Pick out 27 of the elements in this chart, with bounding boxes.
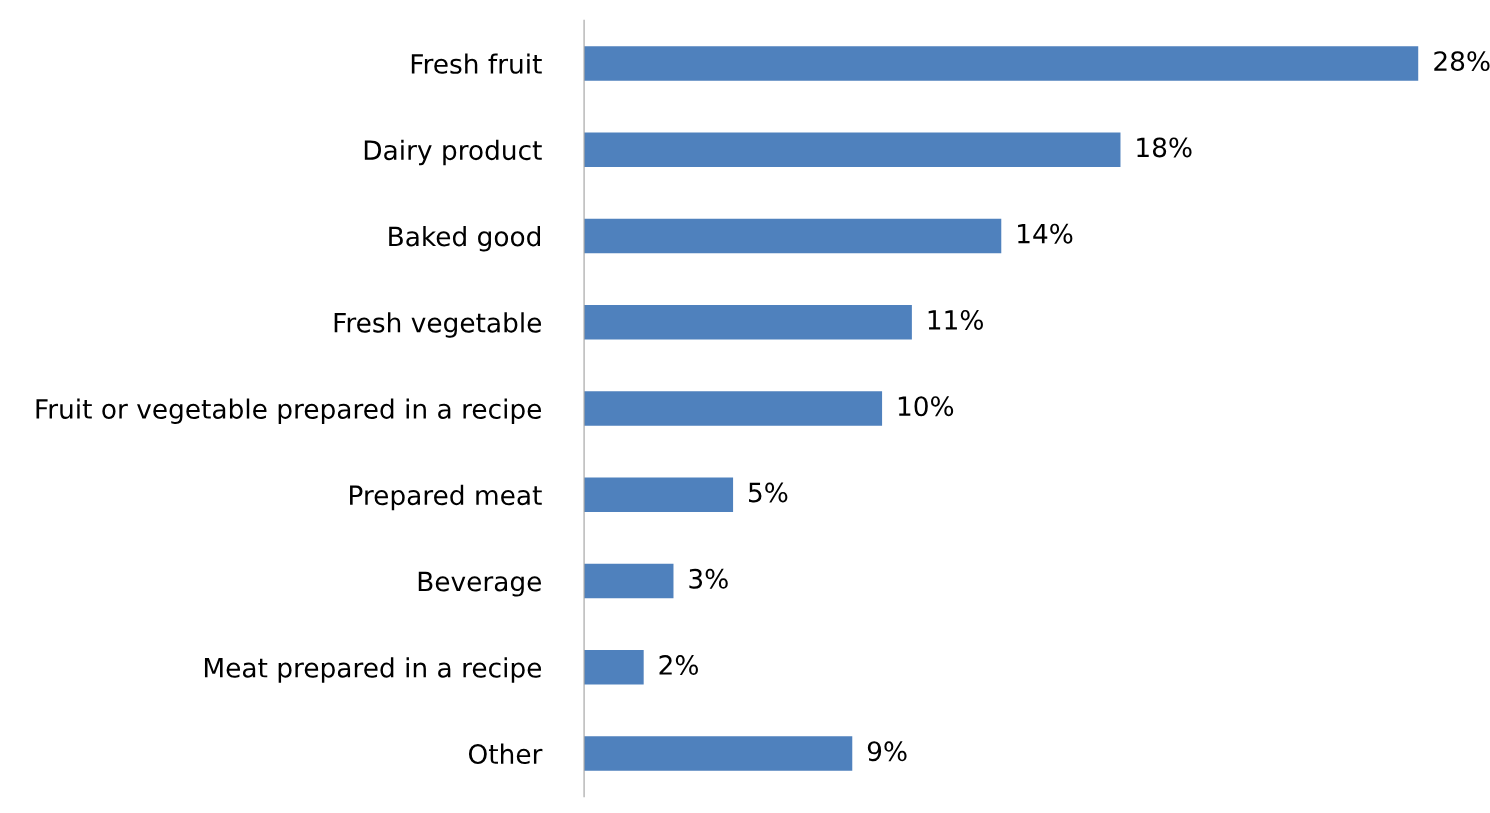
data-label: 18% [1137,137,1192,158]
bar [584,391,883,426]
data-label: 11% [928,309,983,330]
y-tick-label: Beverage [418,571,541,597]
y-tick-label: Prepared meat [350,484,542,511]
y-tick-label: Fresh fruit [411,53,542,74]
y-tick-label: Baked good [389,225,540,252]
bar [584,563,674,599]
y-tick-label: Other [468,743,543,765]
data-label: 14% [1018,223,1073,244]
y-tick-label: Fresh vegetable [334,312,541,338]
data-label: 3% [689,568,728,589]
bar [584,477,734,513]
data-label: 9% [867,741,907,762]
data-label: 5% [749,482,788,503]
y-tick-label: Meat prepared in a recipe [204,657,541,683]
data-label: 2% [659,655,698,675]
y-tick-label: Fruit or vegetable prepared in a recipe [36,398,541,425]
y-tick-label: Dairy product [364,139,542,166]
bar [584,132,1121,167]
bar [584,46,1419,81]
bar [584,218,1002,254]
data-label: 10% [898,396,954,417]
bar [584,650,644,685]
bar [584,736,853,771]
data-label: 28% [1434,51,1490,72]
bar [584,305,912,340]
